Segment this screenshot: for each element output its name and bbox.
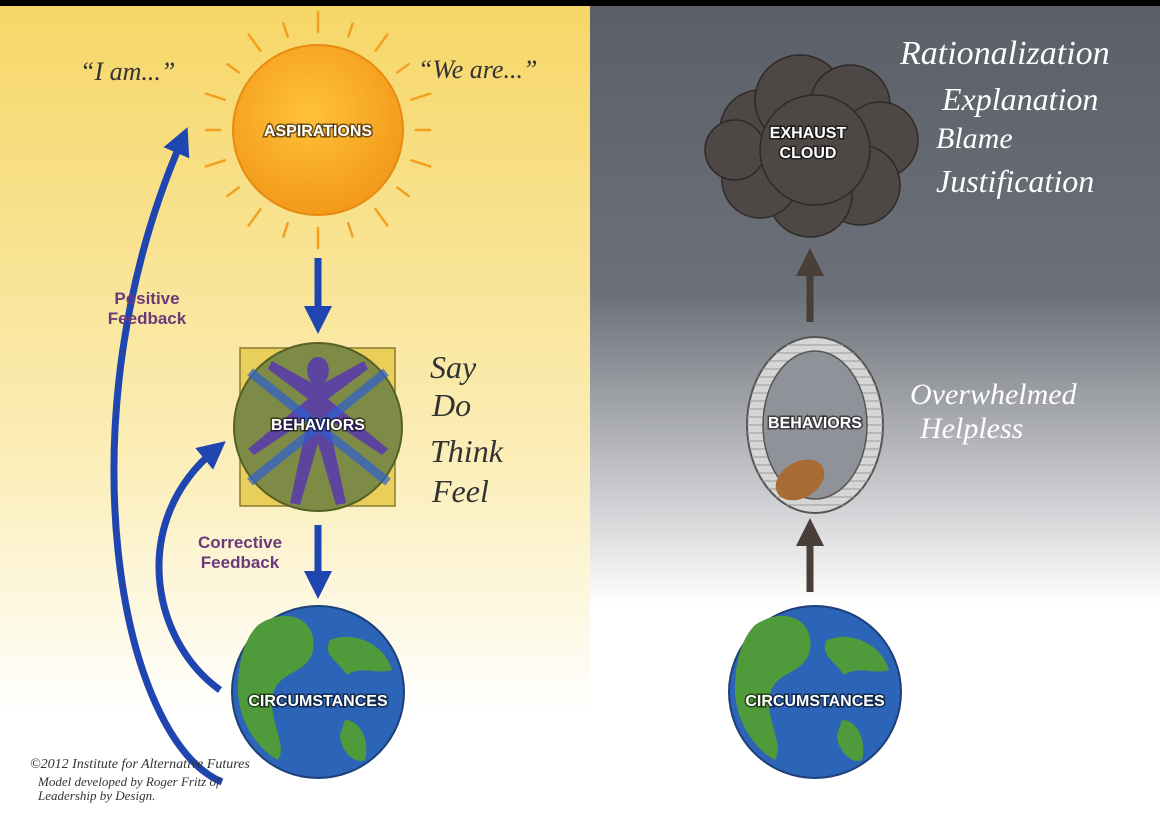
node-label: BEHAVIORS — [271, 417, 365, 434]
behavior-mode: Say — [430, 349, 477, 385]
node-label: EXHAUST — [770, 125, 847, 142]
credit: ©2012 Institute for Alternative Futures — [30, 757, 250, 772]
feeling: Helpless — [919, 412, 1023, 445]
excuse: Justification — [936, 163, 1094, 199]
feedback-label: Positive — [114, 289, 179, 308]
node-label: BEHAVIORS — [768, 415, 862, 432]
credit: Leadership by Design. — [37, 788, 155, 803]
node-label: ASPIRATIONS — [264, 123, 372, 140]
feedback-label: Feedback — [201, 553, 280, 572]
feedback-label: Corrective — [198, 533, 282, 552]
node-label: CLOUD — [780, 145, 837, 162]
quote: “We are...” — [418, 55, 537, 84]
feeling: Overwhelmed — [910, 378, 1078, 411]
excuse: Blame — [936, 122, 1013, 155]
behavior-mode: Feel — [431, 473, 489, 509]
diagram: “I am...” “We are...” ASPIRATIONS BEHAVI… — [0, 0, 1160, 840]
node-label: CIRCUMSTANCES — [248, 693, 388, 710]
excuse: Explanation — [941, 81, 1098, 117]
cloud-puff — [705, 120, 765, 180]
quote: “I am...” — [80, 57, 175, 86]
behavior-mode: Do — [431, 387, 471, 423]
top-border — [0, 0, 1160, 6]
behavior-mode: Think — [430, 433, 504, 469]
excuse: Rationalization — [899, 35, 1110, 72]
credit: Model developed by Roger Fritz of — [37, 774, 222, 789]
feedback-label: Feedback — [108, 309, 187, 328]
node-label: CIRCUMSTANCES — [745, 693, 885, 710]
